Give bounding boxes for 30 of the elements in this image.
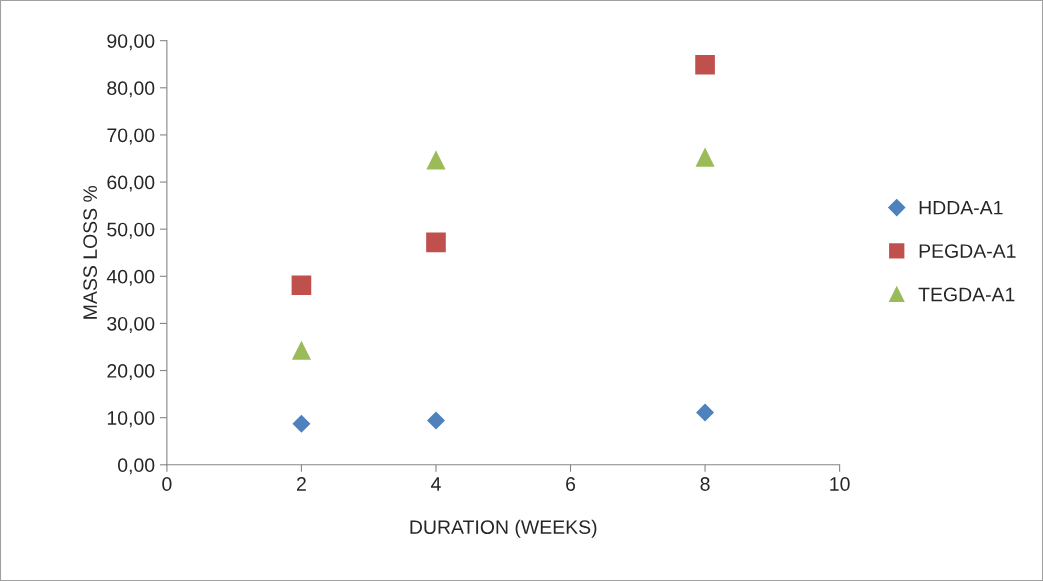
y-tick-label: 0,00 bbox=[117, 458, 155, 475]
x-tick-label: 10 bbox=[830, 477, 850, 491]
x-tick-label: 4 bbox=[431, 477, 441, 491]
point bbox=[291, 275, 312, 296]
point bbox=[292, 414, 311, 433]
y-axis-title: MASS LOSS % bbox=[83, 185, 98, 319]
legend-label: PEGDA-A1 bbox=[919, 244, 1016, 258]
y-tick-label: 60,00 bbox=[107, 175, 155, 192]
x-tick-label: 6 bbox=[566, 477, 576, 491]
x-tick-label: 0 bbox=[162, 477, 172, 491]
x-tick-label: 8 bbox=[700, 477, 710, 491]
point bbox=[291, 340, 311, 360]
y-tick-label: 70,00 bbox=[107, 128, 155, 145]
x-axis-title: DURATION (WEEKS) bbox=[410, 519, 597, 538]
y-tick-label: 10,00 bbox=[107, 411, 155, 428]
point bbox=[695, 147, 715, 167]
y-tick-label: 80,00 bbox=[107, 81, 155, 98]
legend-label: TEGDA-A1 bbox=[918, 287, 1015, 302]
point bbox=[696, 403, 715, 422]
y-tick-label: 20,00 bbox=[107, 364, 155, 381]
legend-label: HDDA-A1 bbox=[919, 200, 1003, 215]
point bbox=[426, 411, 445, 430]
y-tick-label: 40,00 bbox=[106, 269, 155, 286]
point bbox=[695, 54, 715, 75]
y-tick-label: 90,00 bbox=[107, 34, 155, 51]
point bbox=[426, 150, 446, 170]
point bbox=[426, 232, 446, 253]
x-tick-label: 2 bbox=[297, 477, 306, 491]
y-tick-label: 30,00 bbox=[107, 316, 155, 333]
y-tick-label: 50,00 bbox=[107, 222, 155, 239]
